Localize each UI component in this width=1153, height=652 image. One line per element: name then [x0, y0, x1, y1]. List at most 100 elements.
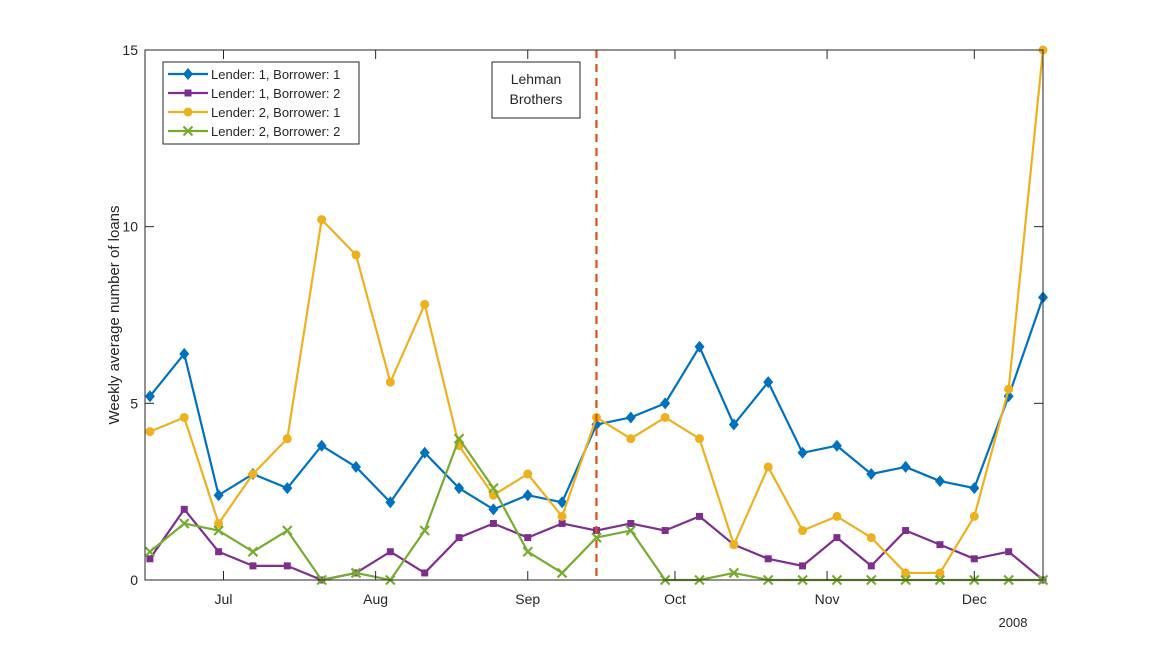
- square-marker: [249, 562, 257, 570]
- square-marker: [489, 519, 497, 527]
- x-marker-stroke: [591, 532, 602, 543]
- legend: Lender: 1, Borrower: 1 Lender: 1, Borrowe…: [162, 61, 360, 145]
- x-tick-label: Aug: [363, 591, 388, 607]
- square-marker: [902, 527, 910, 535]
- x-marker: [625, 525, 637, 536]
- y-axis-label: Weekly average number of loans: [106, 205, 123, 424]
- square-marker: [867, 562, 875, 570]
- circle-marker: [763, 462, 773, 472]
- x-marker: [522, 546, 534, 558]
- circle-marker: [420, 299, 430, 309]
- x-marker-stroke: [488, 482, 499, 494]
- diamond-marker: [179, 347, 190, 360]
- x-marker: [247, 546, 259, 558]
- x-marker: [182, 125, 194, 137]
- diamond-marker: [763, 376, 774, 389]
- axes: 0 5 10 15 Jul Aug Sep Oct Nov Dec: [122, 42, 1043, 607]
- x-marker-stroke: [144, 546, 156, 558]
- circle-marker: [351, 250, 361, 260]
- legend-label: Lender: 2, Borrower: 2: [211, 124, 340, 139]
- circle-marker: [798, 526, 808, 536]
- y-tick-label: 0: [130, 572, 138, 588]
- circle-marker: [969, 511, 979, 521]
- diamond-marker: [351, 460, 362, 473]
- square-marker: [386, 548, 394, 556]
- square-marker: [661, 527, 669, 535]
- circle-marker: [866, 533, 876, 543]
- x-marker-stroke: [182, 125, 194, 137]
- diamond-marker: [969, 482, 980, 495]
- circle-marker: [1004, 384, 1014, 394]
- circle-marker: [901, 568, 911, 578]
- square-marker: [455, 534, 463, 542]
- legend-item: Lender: 1, Borrower: 1: [168, 67, 340, 82]
- square-marker: [421, 569, 429, 577]
- circle-marker: [145, 427, 155, 437]
- x-tick-label: Oct: [664, 591, 686, 607]
- diamond-marker: [900, 460, 911, 473]
- annotation-line-1: Lehman: [511, 71, 562, 87]
- diamond-marker: [797, 446, 808, 459]
- x-marker-stroke: [213, 525, 224, 536]
- x-marker-stroke: [556, 567, 568, 579]
- x-marker-stroke: [625, 525, 637, 536]
- plot-frame: [144, 49, 1044, 581]
- x-marker-stroke: [728, 567, 740, 579]
- series-layer: [144, 45, 1049, 586]
- y-tick-label: 5: [130, 395, 138, 411]
- diamond-marker: [454, 482, 465, 495]
- square-marker: [1005, 548, 1013, 556]
- circle-marker: [179, 412, 189, 422]
- diamond-marker: [144, 390, 155, 403]
- diamond-marker: [522, 489, 533, 502]
- x-marker: [453, 433, 465, 444]
- diamond-marker: [934, 475, 945, 488]
- x-marker-stroke: [453, 433, 465, 444]
- x-marker-stroke: [350, 567, 362, 579]
- x-marker: [213, 525, 224, 536]
- square-marker: [524, 534, 532, 542]
- x-tick-label: Jul: [215, 591, 233, 607]
- legend-label: Lender: 2, Borrower: 1: [211, 105, 340, 120]
- circle-marker: [729, 540, 739, 550]
- series-1: [144, 291, 1048, 516]
- legend-item: Lender: 2, Borrower: 1: [168, 105, 340, 120]
- diamond-marker: [183, 68, 193, 80]
- legend-item: Lender: 2, Borrower: 2: [168, 124, 340, 139]
- diamond-marker: [282, 482, 293, 495]
- square-marker: [970, 555, 978, 563]
- x-axis-year-label: 2008: [999, 615, 1028, 630]
- square-marker: [146, 555, 154, 563]
- x-tick-label: Nov: [815, 591, 840, 607]
- lehman-annotation: Lehman Brothers: [491, 61, 581, 119]
- diamond-marker: [831, 439, 842, 452]
- x-tick-label: Dec: [962, 591, 987, 607]
- diamond-marker: [866, 468, 877, 480]
- x-marker: [178, 518, 190, 529]
- square-marker: [764, 555, 772, 563]
- diamond-marker: [419, 446, 430, 459]
- square-marker: [627, 519, 635, 527]
- annotation-box: [491, 61, 581, 119]
- x-marker: [728, 567, 740, 579]
- square-marker: [696, 512, 704, 520]
- x-marker: [488, 482, 499, 494]
- diamond-marker: [385, 496, 396, 509]
- diamond-marker: [557, 496, 568, 509]
- x-marker-stroke: [522, 546, 534, 558]
- x-marker-stroke: [178, 518, 190, 529]
- x-marker: [591, 532, 602, 543]
- circle-marker: [695, 434, 705, 444]
- diamond-marker: [660, 397, 671, 410]
- circle-marker: [248, 469, 258, 479]
- circle-marker: [832, 511, 842, 521]
- circle-marker: [660, 412, 670, 422]
- square-marker: [180, 505, 188, 513]
- square-marker: [936, 541, 944, 549]
- circle-marker: [317, 215, 327, 225]
- x-marker-stroke: [247, 546, 259, 558]
- legend-label: Lender: 1, Borrower: 1: [211, 67, 340, 82]
- x-marker: [556, 567, 568, 579]
- diamond-marker: [694, 340, 705, 353]
